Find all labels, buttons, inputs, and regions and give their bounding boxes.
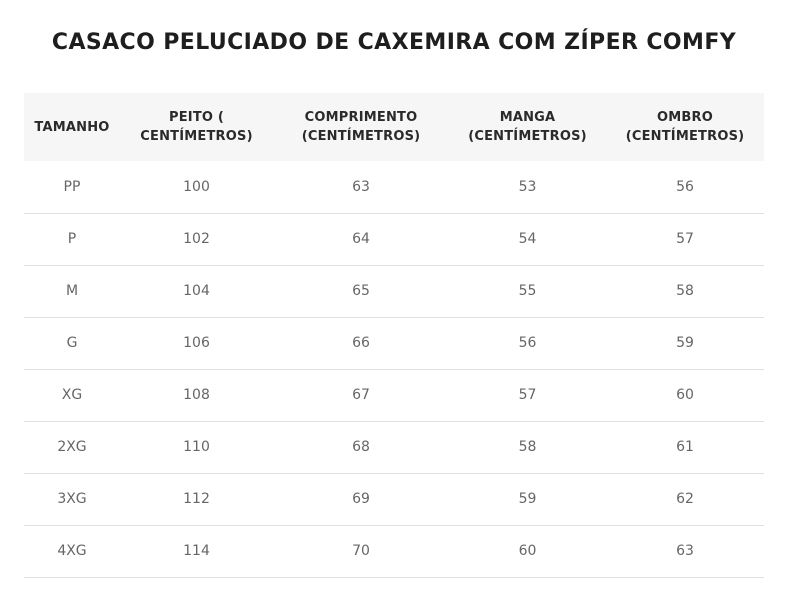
- cell-shoulder: 63: [606, 525, 764, 578]
- table-row: G 106 66 56 59: [24, 317, 764, 370]
- cell-shoulder: 56: [606, 161, 764, 214]
- page-title: CASACO PELUCIADO DE CAXEMIRA COM ZÍPER C…: [51, 30, 737, 55]
- table-row: P 102 64 54 57: [24, 213, 764, 266]
- cell-sleeve: 60: [449, 525, 606, 578]
- cell-length: 68: [273, 421, 449, 474]
- header-size: TAMANHO: [34, 119, 110, 135]
- cell-size: 3XG: [24, 473, 120, 526]
- cell-sleeve: 59: [449, 473, 606, 526]
- cell-chest: 110: [120, 421, 273, 474]
- cell-length: 63: [273, 161, 449, 214]
- cell-chest: 108: [120, 369, 273, 422]
- cell-chest: 102: [120, 213, 273, 266]
- cell-length: 67: [273, 369, 449, 422]
- cell-shoulder: 61: [606, 421, 764, 474]
- cell-length: 69: [273, 473, 449, 526]
- cell-chest: 114: [120, 525, 273, 578]
- cell-shoulder: 57: [606, 213, 764, 266]
- cell-chest: 104: [120, 265, 273, 318]
- table-row: XG 108 67 57 60: [24, 369, 764, 422]
- cell-size: P: [24, 213, 120, 266]
- table-row: 4XG 114 70 60 63: [24, 525, 764, 578]
- header-sleeve: MANGA (CENTÍMETROS): [468, 110, 587, 144]
- cell-chest: 106: [120, 317, 273, 370]
- header-length: COMPRIMENTO (CENTÍMETROS): [301, 110, 421, 144]
- table-row: 2XG 110 68 58 61: [24, 421, 764, 474]
- header-shoulder: OMBRO (CENTÍMETROS): [625, 110, 745, 144]
- cell-chest: 112: [120, 473, 273, 526]
- header-chest: PEITO ( CENTÍMETROS): [140, 110, 253, 144]
- cell-shoulder: 59: [606, 317, 764, 370]
- cell-size: G: [24, 317, 120, 370]
- cell-size: PP: [24, 161, 120, 214]
- size-table: TAMANHO PEITO ( CENTÍMETROS) COMPRIMENTO…: [24, 93, 764, 578]
- cell-sleeve: 57: [449, 369, 606, 422]
- cell-shoulder: 60: [606, 369, 764, 422]
- cell-shoulder: 58: [606, 265, 764, 318]
- table-row: M 104 65 55 58: [24, 265, 764, 318]
- cell-length: 70: [273, 525, 449, 578]
- cell-sleeve: 54: [449, 213, 606, 266]
- table-row: PP 100 63 53 56: [24, 161, 764, 214]
- cell-length: 64: [273, 213, 449, 266]
- cell-chest: 100: [120, 161, 273, 214]
- table-header-row: TAMANHO PEITO ( CENTÍMETROS) COMPRIMENTO…: [24, 93, 764, 161]
- cell-length: 65: [273, 265, 449, 318]
- cell-sleeve: 58: [449, 421, 606, 474]
- cell-sleeve: 56: [449, 317, 606, 370]
- cell-length: 66: [273, 317, 449, 370]
- cell-size: M: [24, 265, 120, 318]
- cell-size: XG: [24, 369, 120, 422]
- cell-size: 4XG: [24, 525, 120, 578]
- cell-sleeve: 55: [449, 265, 606, 318]
- table-row: 3XG 112 69 59 62: [24, 473, 764, 526]
- cell-size: 2XG: [24, 421, 120, 474]
- cell-shoulder: 62: [606, 473, 764, 526]
- cell-sleeve: 53: [449, 161, 606, 214]
